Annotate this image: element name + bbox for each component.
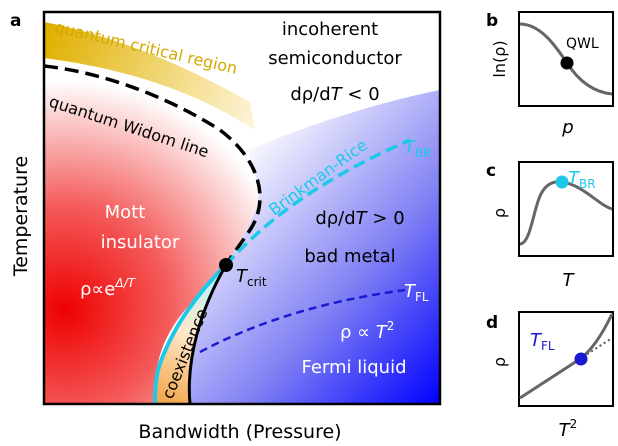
- panel-c-letter: c: [486, 161, 496, 181]
- panel-c-ylabel: ρ: [490, 208, 509, 218]
- panel-d-linear-fit: [519, 337, 613, 399]
- quantum-widom-line: [44, 64, 262, 266]
- panel-d-tfl-marker: [574, 352, 588, 366]
- fl-rho-label: ρ ∝ T2: [340, 319, 394, 343]
- panel-d-xlabel: T2: [559, 417, 578, 441]
- panel-a-letter: a: [10, 11, 21, 31]
- t-crit-label: Tcrit: [236, 266, 267, 289]
- mott-rho-label: ρ∝eΔ/T: [80, 276, 137, 300]
- incoherent-label-line1: incoherent: [282, 19, 378, 40]
- incoherent-label-line2: semiconductor: [268, 48, 402, 69]
- panel-b-xlabel: p: [561, 117, 573, 138]
- y-axis-label: Temperature: [10, 156, 32, 277]
- x-axis-label: Bandwidth (Pressure): [138, 421, 341, 443]
- badmetal-label: bad metal: [304, 246, 395, 267]
- panel-b-marker-label: QWL: [566, 36, 599, 52]
- panel-b: b QWL ln(ρ) p: [486, 11, 614, 138]
- panel-b-qwl-marker: [560, 56, 574, 70]
- badmetal-drho-label: dρ/dT > 0: [315, 208, 404, 229]
- mott-label-line1: Mott: [105, 202, 146, 223]
- critical-point-marker: [219, 258, 233, 272]
- t-fl-label: TFL: [404, 281, 429, 304]
- brinkman-rice-line: [224, 138, 411, 267]
- panel-d: d TFL ρ T2: [486, 311, 614, 441]
- fermi-liquid-label: Fermi liquid: [301, 357, 406, 378]
- panel-d-ylabel: ρ: [490, 357, 509, 367]
- coexistence-right-boundary: [187, 264, 228, 404]
- panel-a: a Temperature Bandwidth (Pressure): [10, 10, 442, 443]
- panel-c-frame: [518, 161, 614, 257]
- coexistence-left-boundary: [153, 263, 228, 404]
- panel-d-frame: [518, 311, 614, 407]
- metal-region: [189, 90, 440, 404]
- fermi-liquid-line: [199, 288, 406, 354]
- panel-c-xlabel: T: [563, 270, 576, 291]
- mott-label-line2: insulator: [101, 232, 180, 253]
- t-br-label: TBR: [404, 137, 432, 160]
- incoherent-drho-label: dρ/dT < 0: [290, 84, 379, 105]
- quantum-critical-band: [44, 22, 255, 130]
- panel-b-ylabel: ln(ρ): [490, 40, 509, 77]
- panel-c-marker-label: TBR: [568, 168, 596, 191]
- panel-d-marker-label: TFL: [530, 330, 555, 353]
- panel-b-letter: b: [486, 11, 498, 31]
- panel-a-frame: [42, 10, 442, 406]
- mott-insulator-region: [44, 12, 259, 404]
- panel-c-tbr-marker: [555, 175, 569, 189]
- panel-d-letter: d: [486, 313, 498, 333]
- panel-c: c TBR ρ T: [486, 161, 614, 291]
